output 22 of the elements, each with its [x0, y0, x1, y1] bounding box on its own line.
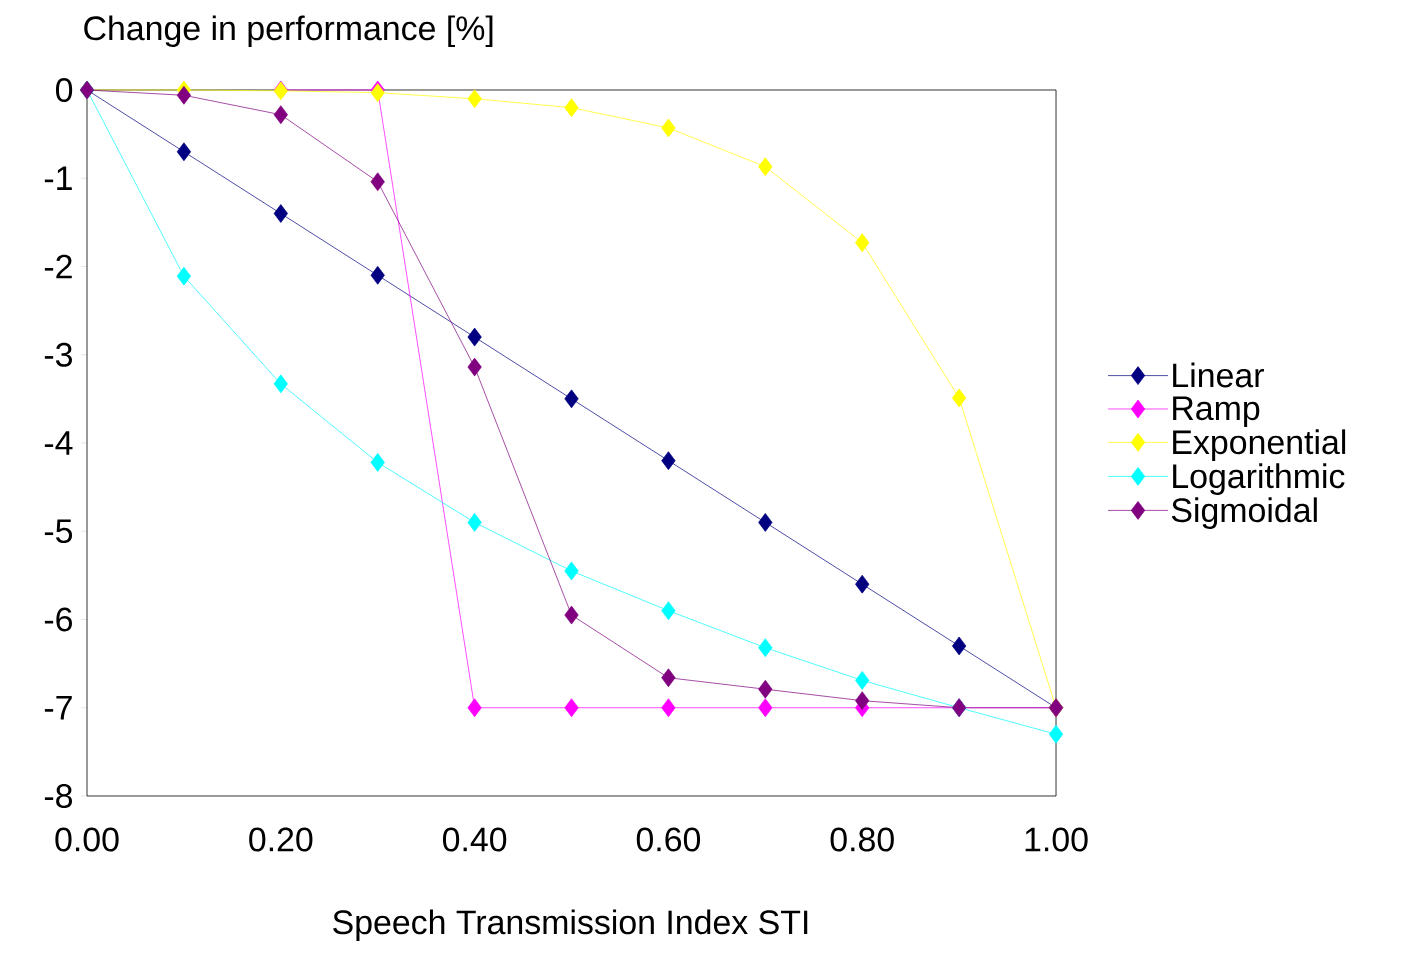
legend-label: Linear	[1173, 362, 1264, 388]
x-tick-label: 0.40	[442, 827, 507, 852]
x-tick-label: 0.80	[830, 827, 894, 852]
y-tick-label: -8	[44, 784, 73, 808]
y-tick-label: -5	[44, 519, 73, 544]
x-axis-title: Speech Transmission Index STI	[333, 909, 808, 942]
y-tick-label: -1	[44, 166, 72, 190]
legend-label: Sigmoidal	[1171, 497, 1317, 529]
y-tick-label: 0	[55, 77, 73, 102]
legend-label: Exponential	[1173, 429, 1346, 461]
x-tick-label: 1.00	[1025, 827, 1088, 852]
y-tick-label: -3	[44, 342, 72, 367]
y-tick-label: -2	[44, 254, 72, 279]
x-tick-label: 0.20	[249, 827, 313, 852]
y-tick-label: -4	[44, 431, 73, 455]
y-axis-title: Change in performance [%]	[84, 15, 493, 48]
legend-label: Ramp	[1173, 396, 1260, 427]
legend-label: Logarithmic	[1173, 463, 1345, 495]
y-tick-label: -6	[44, 607, 72, 632]
x-tick-label: 0.00	[55, 827, 119, 852]
y-tick-label: -7	[44, 696, 72, 720]
x-tick-label: 0.60	[636, 827, 701, 852]
